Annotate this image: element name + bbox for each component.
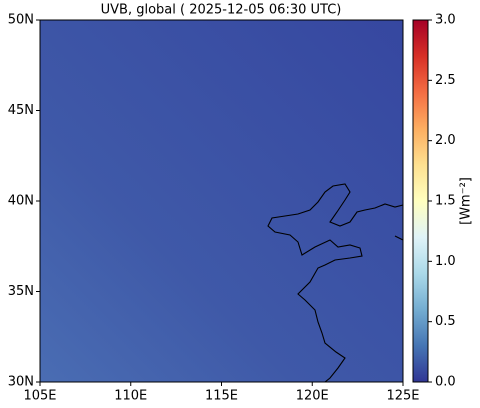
y-tick-label: 50N (8, 13, 34, 28)
y-tick-label: 30N (8, 375, 34, 390)
colorbar-tick-label: 0.0 (435, 375, 456, 390)
colorbar (412, 19, 429, 383)
uvb-field (40, 20, 403, 382)
x-tick-label: 115E (205, 389, 238, 404)
colorbar-tick-label: 1.5 (435, 194, 456, 209)
title: UVB, global ( 2025-12-05 06:30 UTC) (101, 3, 342, 18)
colorbar-tick-label: 2.5 (435, 73, 456, 88)
colorbar-tick-label: 3.0 (435, 13, 456, 28)
coastline (267, 183, 404, 383)
colorbar-tick-label: 1.0 (435, 254, 456, 269)
x-tick-label: 105E (23, 389, 56, 404)
x-tick-label: 125E (386, 389, 419, 404)
x-tick-label: 120E (296, 389, 329, 404)
y-tick-label: 45N (8, 103, 34, 118)
colorbar-tick-label: 0.5 (435, 314, 456, 329)
y-tick-label: 40N (8, 194, 34, 209)
x-tick-label: 110E (114, 389, 147, 404)
y-tick-label: 35N (8, 284, 34, 299)
colorbar-tick-label: 2.0 (435, 133, 456, 148)
colorbar-label: [Wm⁻²] (459, 177, 474, 225)
